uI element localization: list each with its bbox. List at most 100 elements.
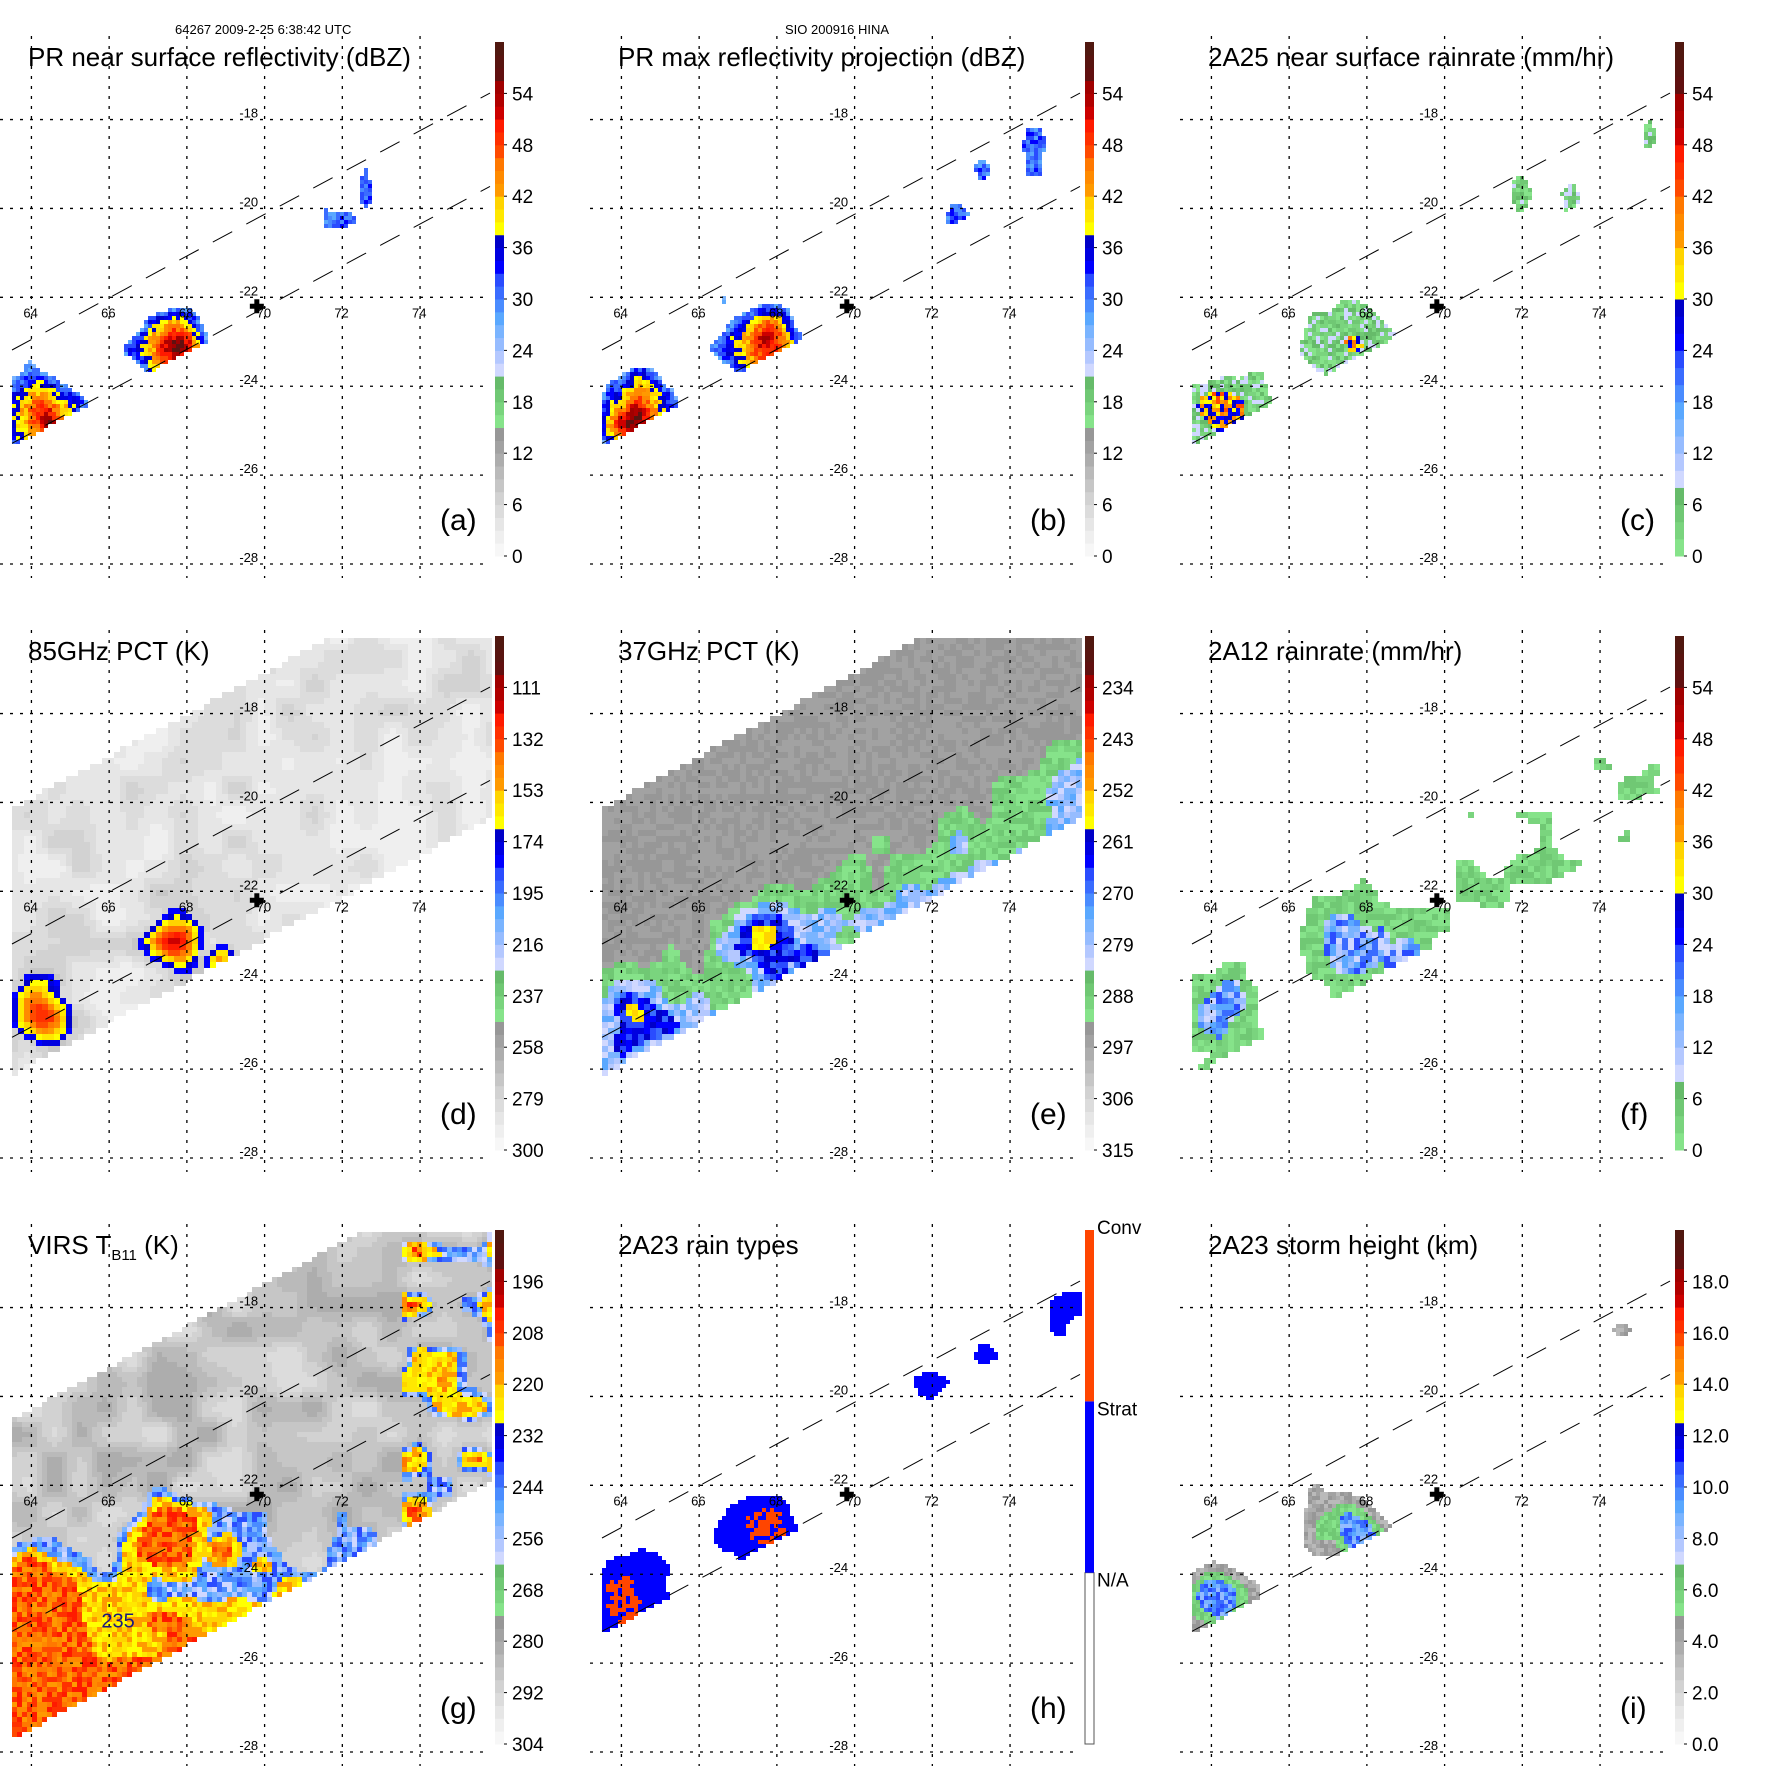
field-cell bbox=[1372, 320, 1376, 324]
field-cell bbox=[42, 812, 48, 818]
field-cell bbox=[438, 686, 444, 692]
field-cell bbox=[372, 668, 378, 674]
field-cell bbox=[324, 854, 330, 860]
field-cell bbox=[1026, 164, 1030, 168]
field-cell bbox=[414, 824, 420, 830]
field-cell bbox=[132, 938, 138, 944]
field-cell bbox=[234, 740, 240, 746]
colorbar-segment bbox=[1675, 196, 1684, 214]
field-cell bbox=[66, 836, 72, 842]
field-cell bbox=[12, 380, 16, 384]
field-cell bbox=[366, 716, 372, 722]
field-cell bbox=[1308, 348, 1312, 352]
field-cell bbox=[102, 842, 108, 848]
field-cell bbox=[1204, 404, 1208, 408]
colorbar-segment bbox=[495, 312, 504, 325]
field-cell bbox=[766, 352, 770, 356]
field-cell bbox=[420, 734, 426, 740]
field-cell bbox=[432, 668, 438, 674]
field-cell bbox=[138, 806, 144, 812]
field-cell bbox=[1320, 328, 1324, 332]
field-cell bbox=[78, 842, 84, 848]
field-cell bbox=[1336, 324, 1340, 328]
field-cell bbox=[1192, 428, 1196, 432]
field-cell bbox=[642, 368, 646, 372]
field-cell bbox=[1038, 168, 1042, 172]
field-cell bbox=[330, 812, 336, 818]
field-cell bbox=[762, 336, 766, 340]
field-cell bbox=[234, 932, 240, 938]
field-cell bbox=[1332, 320, 1336, 324]
field-cell bbox=[124, 344, 128, 348]
field-cell bbox=[52, 412, 56, 416]
field-cell bbox=[294, 758, 300, 764]
field-cell bbox=[246, 680, 252, 686]
field-cell bbox=[634, 380, 638, 384]
field-cell bbox=[414, 668, 420, 674]
field-cell bbox=[336, 680, 342, 686]
field-cell bbox=[378, 644, 384, 650]
colorbar-segment bbox=[495, 479, 504, 492]
field-cell bbox=[252, 920, 258, 926]
field-cell bbox=[18, 878, 24, 884]
field-cell bbox=[132, 968, 138, 974]
field-cell bbox=[68, 408, 72, 412]
field-cell bbox=[324, 722, 330, 728]
field-cell bbox=[66, 962, 72, 968]
field-cell bbox=[1030, 156, 1034, 160]
field-cell bbox=[120, 794, 126, 800]
field-cell bbox=[144, 830, 150, 836]
field-cell bbox=[420, 740, 426, 746]
field-cell bbox=[368, 184, 372, 188]
field-cell bbox=[84, 950, 90, 956]
field-cell bbox=[1344, 360, 1348, 364]
field-cell bbox=[1332, 332, 1336, 336]
field-cell bbox=[766, 336, 770, 340]
field-cell bbox=[90, 794, 96, 800]
field-cell bbox=[66, 860, 72, 866]
field-cell bbox=[348, 776, 354, 782]
field-cell bbox=[384, 656, 390, 662]
colorbar-segment bbox=[495, 106, 504, 119]
field-cell bbox=[426, 704, 432, 710]
field-cell bbox=[108, 974, 114, 980]
field-cell bbox=[42, 1010, 48, 1016]
field-cell bbox=[1560, 192, 1564, 196]
field-cell bbox=[662, 392, 666, 396]
field-cell bbox=[946, 212, 950, 216]
field-cell bbox=[354, 782, 360, 788]
field-cell bbox=[18, 836, 24, 842]
field-cell bbox=[156, 782, 162, 788]
field-cell bbox=[78, 788, 84, 794]
field-cell bbox=[1384, 340, 1388, 344]
field-cell bbox=[162, 932, 168, 938]
colorbar-segment bbox=[1675, 487, 1684, 505]
field-cell bbox=[288, 686, 294, 692]
field-cell bbox=[78, 944, 84, 950]
field-cell bbox=[1312, 328, 1316, 332]
field-cell bbox=[360, 196, 364, 200]
field-cell bbox=[144, 896, 150, 902]
field-cell bbox=[168, 320, 172, 324]
field-cell bbox=[1252, 396, 1256, 400]
field-cell bbox=[420, 842, 426, 848]
field-cell bbox=[138, 938, 144, 944]
field-cell bbox=[222, 812, 228, 818]
field-cell bbox=[650, 388, 654, 392]
field-cell bbox=[762, 340, 766, 344]
field-cell bbox=[348, 836, 354, 842]
field-cell bbox=[228, 866, 234, 872]
field-cell bbox=[24, 974, 30, 980]
field-cell bbox=[324, 710, 330, 716]
field-cell bbox=[1212, 380, 1216, 384]
field-cell bbox=[276, 722, 282, 728]
field-cell bbox=[72, 1010, 78, 1016]
field-cell bbox=[402, 794, 408, 800]
field-cell bbox=[42, 950, 48, 956]
field-cell bbox=[126, 854, 132, 860]
field-cell bbox=[246, 716, 252, 722]
field-cell bbox=[156, 824, 162, 830]
field-cell bbox=[270, 734, 276, 740]
field-cell bbox=[270, 740, 276, 746]
